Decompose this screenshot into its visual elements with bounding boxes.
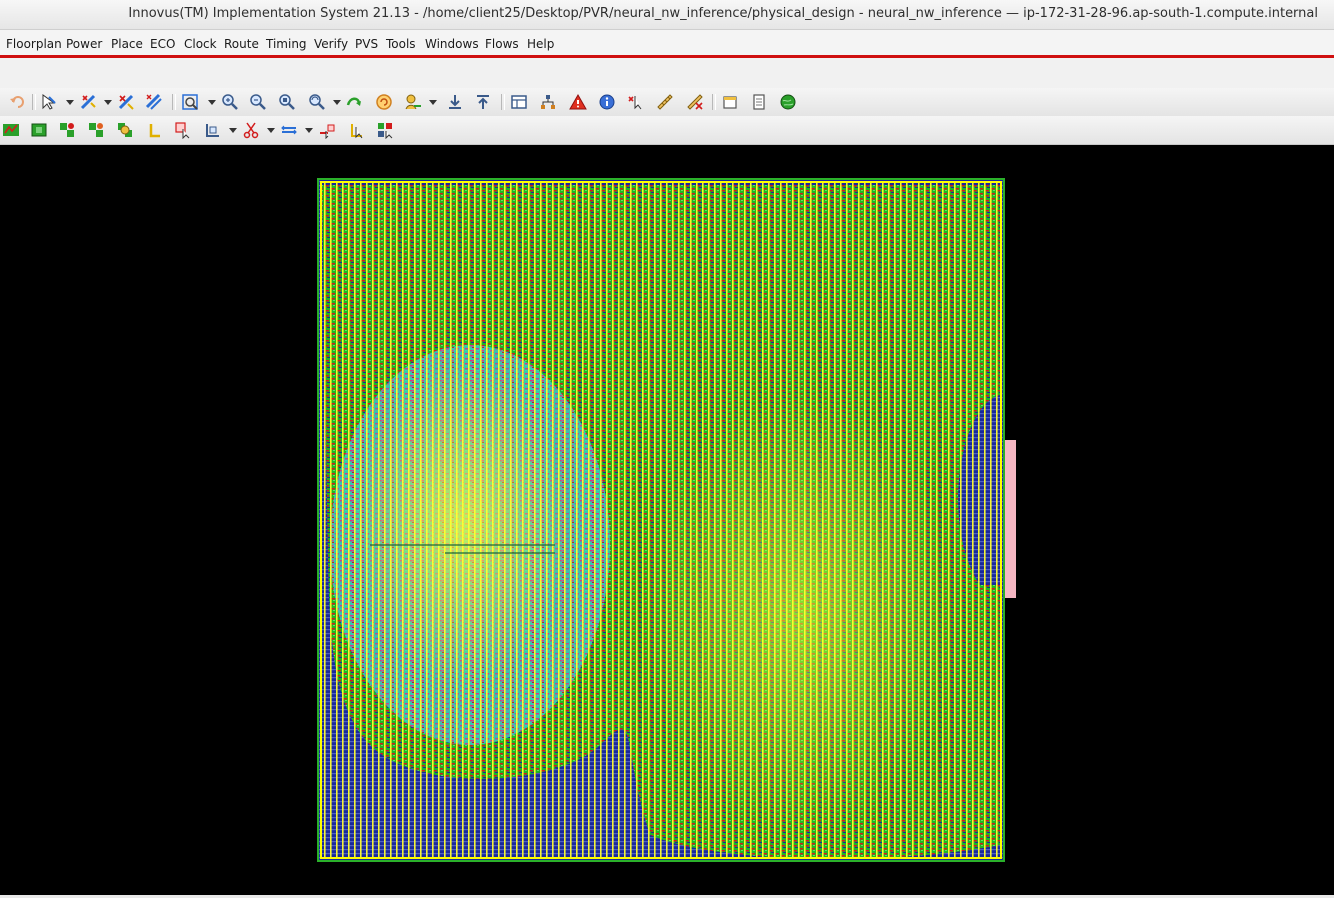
group-icon[interactable] (375, 120, 395, 140)
undo-icon[interactable] (7, 92, 27, 112)
menu-eco[interactable]: ECO (150, 37, 176, 51)
secondary-toolbar (0, 116, 1334, 145)
add-wire-icon[interactable] (78, 92, 98, 112)
zoom-area-menu-icon[interactable] (333, 100, 341, 105)
info-icon[interactable] (597, 92, 617, 112)
resize-menu-icon[interactable] (229, 128, 237, 133)
hierarchy-icon[interactable] (538, 92, 558, 112)
snap-icon[interactable] (317, 120, 337, 140)
cut-menu-icon[interactable] (267, 128, 275, 133)
layout-canvas[interactable] (0, 145, 1334, 895)
highlight-icon[interactable] (403, 92, 423, 112)
layout-view-icon[interactable] (509, 92, 529, 112)
zoom-selected-icon[interactable] (277, 92, 297, 112)
floorplan-view-icon[interactable] (1, 120, 21, 140)
toolbar-strip (0, 60, 1334, 89)
menu-floorplan[interactable]: Floorplan (6, 37, 62, 51)
clear-ruler-icon[interactable] (685, 92, 705, 112)
menu-timing[interactable]: Timing (266, 37, 307, 51)
zoom-in-icon[interactable] (220, 92, 240, 112)
die-outline (317, 178, 1005, 862)
add-wire-menu-icon[interactable] (104, 100, 112, 105)
pan-icon[interactable] (344, 92, 364, 112)
notes-icon[interactable] (749, 92, 769, 112)
push-icon[interactable] (445, 92, 465, 112)
title-bar: Innovus(TM) Implementation System 21.13 … (0, 0, 1334, 30)
menu-power[interactable]: Power (66, 37, 103, 51)
move-icon[interactable] (173, 120, 193, 140)
violation-icon[interactable] (568, 92, 588, 112)
ruler-icon[interactable] (655, 92, 675, 112)
menu-help[interactable]: Help (527, 37, 555, 51)
globe-icon[interactable] (778, 92, 798, 112)
place-instance-icon[interactable] (86, 120, 106, 140)
redraw-icon[interactable] (374, 92, 394, 112)
stretch-wire-icon[interactable] (144, 92, 164, 112)
main-toolbar (0, 88, 1334, 116)
pop-icon[interactable] (473, 92, 493, 112)
align-icon[interactable] (279, 120, 299, 140)
pin-block (1005, 440, 1016, 598)
menu-clock[interactable]: Clock (184, 37, 217, 51)
status-bar (0, 895, 1334, 898)
zoom-area-icon[interactable] (307, 92, 327, 112)
menu-tools[interactable]: Tools (386, 37, 416, 51)
menu-verify[interactable]: Verify (314, 37, 349, 51)
highlight-menu-icon[interactable] (429, 100, 437, 105)
deselect-icon[interactable] (626, 92, 646, 112)
zoom-out-icon[interactable] (248, 92, 268, 112)
fit-view-menu-icon[interactable] (208, 100, 216, 105)
menu-place[interactable]: Place (111, 37, 143, 51)
menu-pvs[interactable]: PVS (355, 37, 379, 51)
align-menu-icon[interactable] (305, 128, 313, 133)
flip-icon[interactable] (347, 120, 367, 140)
pin-icon[interactable] (145, 120, 165, 140)
menu-windows[interactable]: Windows (425, 37, 479, 51)
layout-view (317, 178, 1016, 862)
resize-icon[interactable] (203, 120, 223, 140)
cut-wire-icon[interactable] (116, 92, 136, 112)
select-icon[interactable] (38, 92, 58, 112)
select-menu-icon[interactable] (66, 100, 74, 105)
design-browser-icon[interactable] (720, 92, 740, 112)
place-blockage-icon[interactable] (115, 120, 135, 140)
fit-view-icon[interactable] (180, 92, 200, 112)
window-title: Innovus(TM) Implementation System 21.13 … (128, 6, 1318, 21)
amoeba-view-icon[interactable] (29, 120, 49, 140)
cut-icon[interactable] (241, 120, 261, 140)
menu-flows[interactable]: Flows (485, 37, 519, 51)
menu-route[interactable]: Route (224, 37, 259, 51)
place-view-icon[interactable] (57, 120, 77, 140)
power-stripes (320, 181, 1002, 859)
menu-bar: Floorplan Power Place ECO Clock Route Ti… (0, 30, 1334, 58)
